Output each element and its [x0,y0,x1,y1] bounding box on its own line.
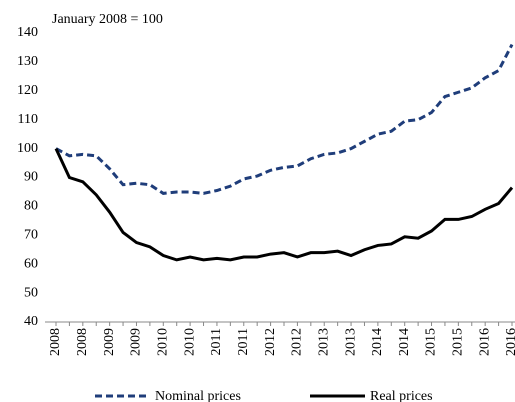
x-tick-label: 2009 [102,328,117,356]
x-tick-label: 2014 [370,328,385,356]
x-tick-label: 2008 [48,328,63,356]
x-tick-label: 2009 [129,328,144,356]
x-tick-label: 2013 [343,328,358,356]
series-line [55,43,514,195]
y-tick-label: 60 [24,256,38,271]
y-tick-label: 40 [24,314,38,329]
y-tick-label: 70 [24,228,38,243]
x-tick-label: 2013 [316,328,331,356]
x-tick-label: 2011 [209,328,224,355]
x-tick-label: 2012 [263,328,278,356]
x-tick-label: 2014 [397,328,412,356]
chart-subtitle: January 2008 = 100 [52,12,163,27]
x-tick-label: 2011 [236,328,251,355]
x-tick-label: 2015 [451,328,466,356]
x-tick-label: 2008 [75,328,90,356]
y-tick-label: 100 [17,141,38,156]
x-tick-label: 2012 [290,328,305,356]
x-tick-label: 2010 [182,328,197,356]
series-line [54,147,514,262]
y-tick-label: 140 [17,25,38,40]
y-tick-label: 110 [18,112,38,127]
y-tick-label: 120 [17,83,38,98]
y-tick-label: 90 [24,170,38,185]
x-tick-label: 2016 [477,328,492,356]
x-tick-label: 2010 [156,328,171,356]
x-tick-label: 2015 [424,328,439,356]
y-tick-label: 50 [24,285,38,300]
legend-label: Real prices [370,389,433,402]
legend-label: Nominal prices [155,389,241,402]
y-tick-label: 80 [24,199,38,214]
x-tick-label: 2016 [504,328,515,356]
y-tick-label: 130 [17,54,38,69]
